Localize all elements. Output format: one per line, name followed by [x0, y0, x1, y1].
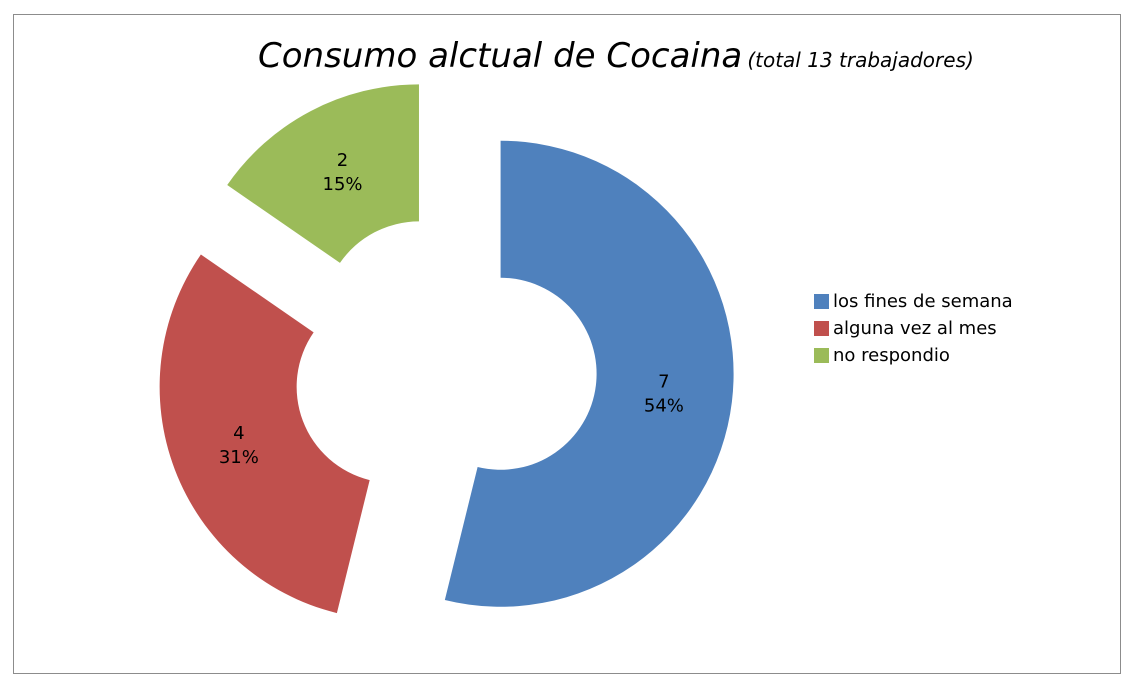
doughnut-segment [227, 84, 419, 263]
legend-swatch [814, 348, 829, 363]
legend-label: no respondio [833, 345, 950, 366]
legend-item: no respondio [814, 342, 1013, 369]
data-label-value: 7 [658, 372, 669, 393]
chart-subtitle: (total 13 trabajadores) [747, 48, 974, 72]
chart-title: Consumo alctual de Cocaina (total 13 tra… [258, 36, 974, 76]
data-label-percent: 15% [323, 174, 363, 195]
data-label-percent: 54% [644, 396, 684, 417]
data-label-value: 4 [233, 423, 244, 444]
legend-label: los fines de semana [833, 291, 1013, 312]
doughnut-segment [444, 140, 734, 607]
legend-swatch [814, 294, 829, 309]
doughnut-segment [159, 254, 370, 614]
data-label-value: 2 [337, 150, 348, 171]
legend-item: alguna vez al mes [814, 315, 1013, 342]
legend-label: alguna vez al mes [833, 318, 997, 339]
legend-item: los fines de semana [814, 288, 1013, 315]
data-label-percent: 31% [219, 447, 259, 468]
legend-swatch [814, 321, 829, 336]
chart-legend: los fines de semana alguna vez al mes no… [814, 288, 1013, 369]
chart-title-main: Consumo alctual de Cocaina [258, 36, 743, 76]
